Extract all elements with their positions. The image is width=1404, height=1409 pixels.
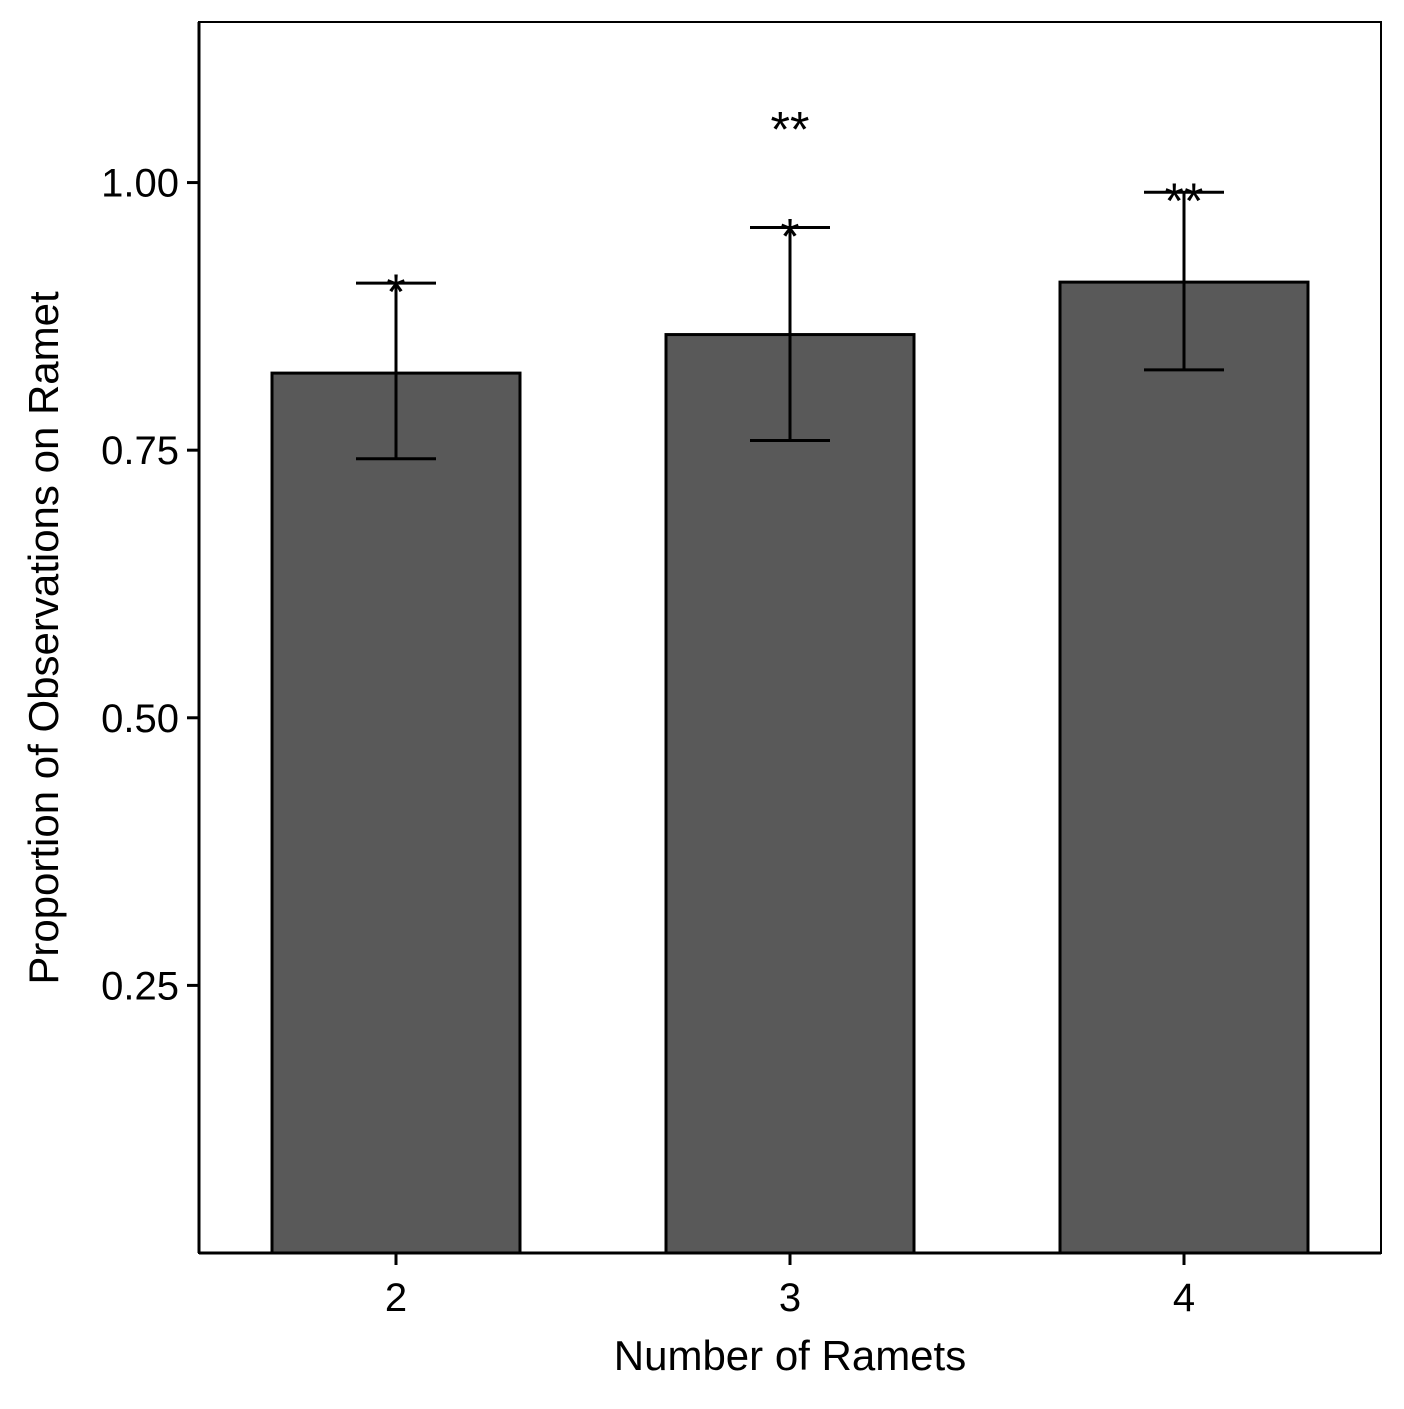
y-tick-label-0.75: 0.75 <box>101 429 179 473</box>
bar-3 <box>664 333 916 1255</box>
x-tick-label-3: 3 <box>779 1276 801 1320</box>
bar-2 <box>270 371 522 1255</box>
y-tick-label-0.25: 0.25 <box>101 964 179 1008</box>
significance-label-3-2: ** <box>771 102 810 158</box>
significance-label-4-1: ** <box>1165 173 1204 229</box>
bar-4 <box>1058 280 1310 1255</box>
x-tick-label-4: 4 <box>1173 1276 1195 1320</box>
significance-label-3-1: * <box>780 209 799 265</box>
y-axis-title: Proportion of Observations on Ramet <box>20 291 67 985</box>
x-tick-label-2: 2 <box>385 1276 407 1320</box>
significance-label-2-1: * <box>386 264 405 320</box>
x-axis-title: Number of Ramets <box>614 1332 966 1379</box>
y-tick-label-0.50: 0.50 <box>101 697 179 741</box>
y-tick-label-1.00: 1.00 <box>101 162 179 206</box>
